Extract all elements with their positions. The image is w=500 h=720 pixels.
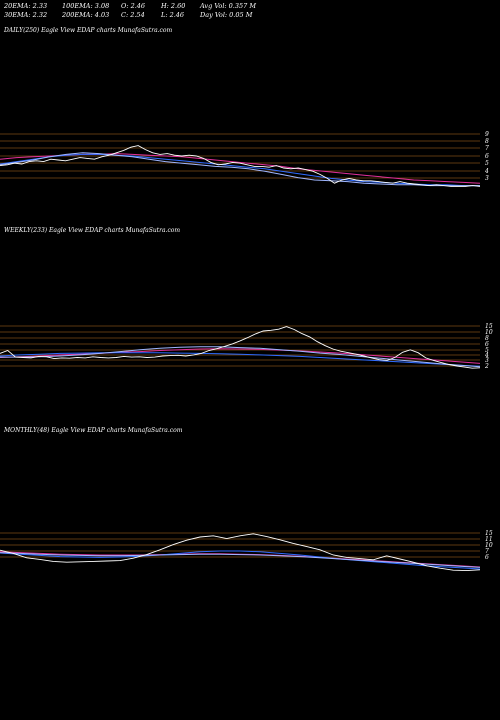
daily-chart-title: DAILY(250) Eagle View EDAP charts Munafa… <box>4 27 173 34</box>
y-tick-label: 7 <box>485 145 489 152</box>
low-value: L: 2.46 <box>161 11 185 19</box>
ema20-value: 20EMA: 2.33 <box>4 2 48 10</box>
y-tick-label: 2 <box>484 363 489 370</box>
y-tick-label: 15 <box>485 323 493 330</box>
ema-line-3 <box>0 552 481 568</box>
ema100-value: 100EMA: 3.08 <box>62 2 110 10</box>
ema-line-2 <box>0 352 481 367</box>
y-tick-label: 3 <box>485 175 489 182</box>
y-tick-label: 4 <box>484 352 489 359</box>
high-value: H: 2.60 <box>161 2 186 10</box>
y-tick-label: 4 <box>484 168 489 175</box>
ema-line-2 <box>0 550 481 570</box>
y-tick-label: 6 <box>485 153 489 160</box>
y-tick-label: 10 <box>485 542 493 549</box>
ema-line-2 <box>0 153 480 187</box>
y-tick-label: 15 <box>485 530 493 537</box>
close-value: C: 2.54 <box>121 11 145 19</box>
y-tick-label: 9 <box>485 131 489 138</box>
y-tick-label: 7 <box>485 548 489 555</box>
open-value: O: 2.46 <box>121 2 146 10</box>
ema-line-1 <box>0 348 481 364</box>
ema-line-3 <box>0 152 480 187</box>
y-tick-label: 6 <box>485 554 489 561</box>
y-tick-label: 6 <box>485 341 489 348</box>
monthly-chart-title: MONTHLY(48) Eagle View EDAP charts Munaf… <box>4 427 183 434</box>
y-tick-label: 8 <box>485 335 489 342</box>
y-tick-label: 5 <box>485 347 489 354</box>
price-line <box>0 326 481 369</box>
y-tick-label: 8 <box>485 138 489 145</box>
weekly-chart-title: WEEKLY(233) Eagle View EDAP charts Munaf… <box>4 227 181 234</box>
y-tick-label: 11 <box>485 536 493 543</box>
y-tick-label: 10 <box>485 329 493 336</box>
ema30-value: 30EMA: 2.32 <box>4 11 48 19</box>
price-line <box>0 145 481 187</box>
y-tick-label: 5 <box>485 160 489 167</box>
ema200-value: 200EMA: 4.03 <box>62 11 110 19</box>
day-vol-value: Day Vol: 0.05 M <box>200 11 253 19</box>
y-tick-label: 3 <box>485 357 489 364</box>
price-line <box>0 533 481 572</box>
ema-line-3 <box>0 346 481 368</box>
avg-vol-value: Avg Vol: 0.357 M <box>200 2 257 10</box>
indicator-header: 20EMA: 2.33 100EMA: 3.08 O: 2.46 H: 2.60… <box>0 0 500 22</box>
